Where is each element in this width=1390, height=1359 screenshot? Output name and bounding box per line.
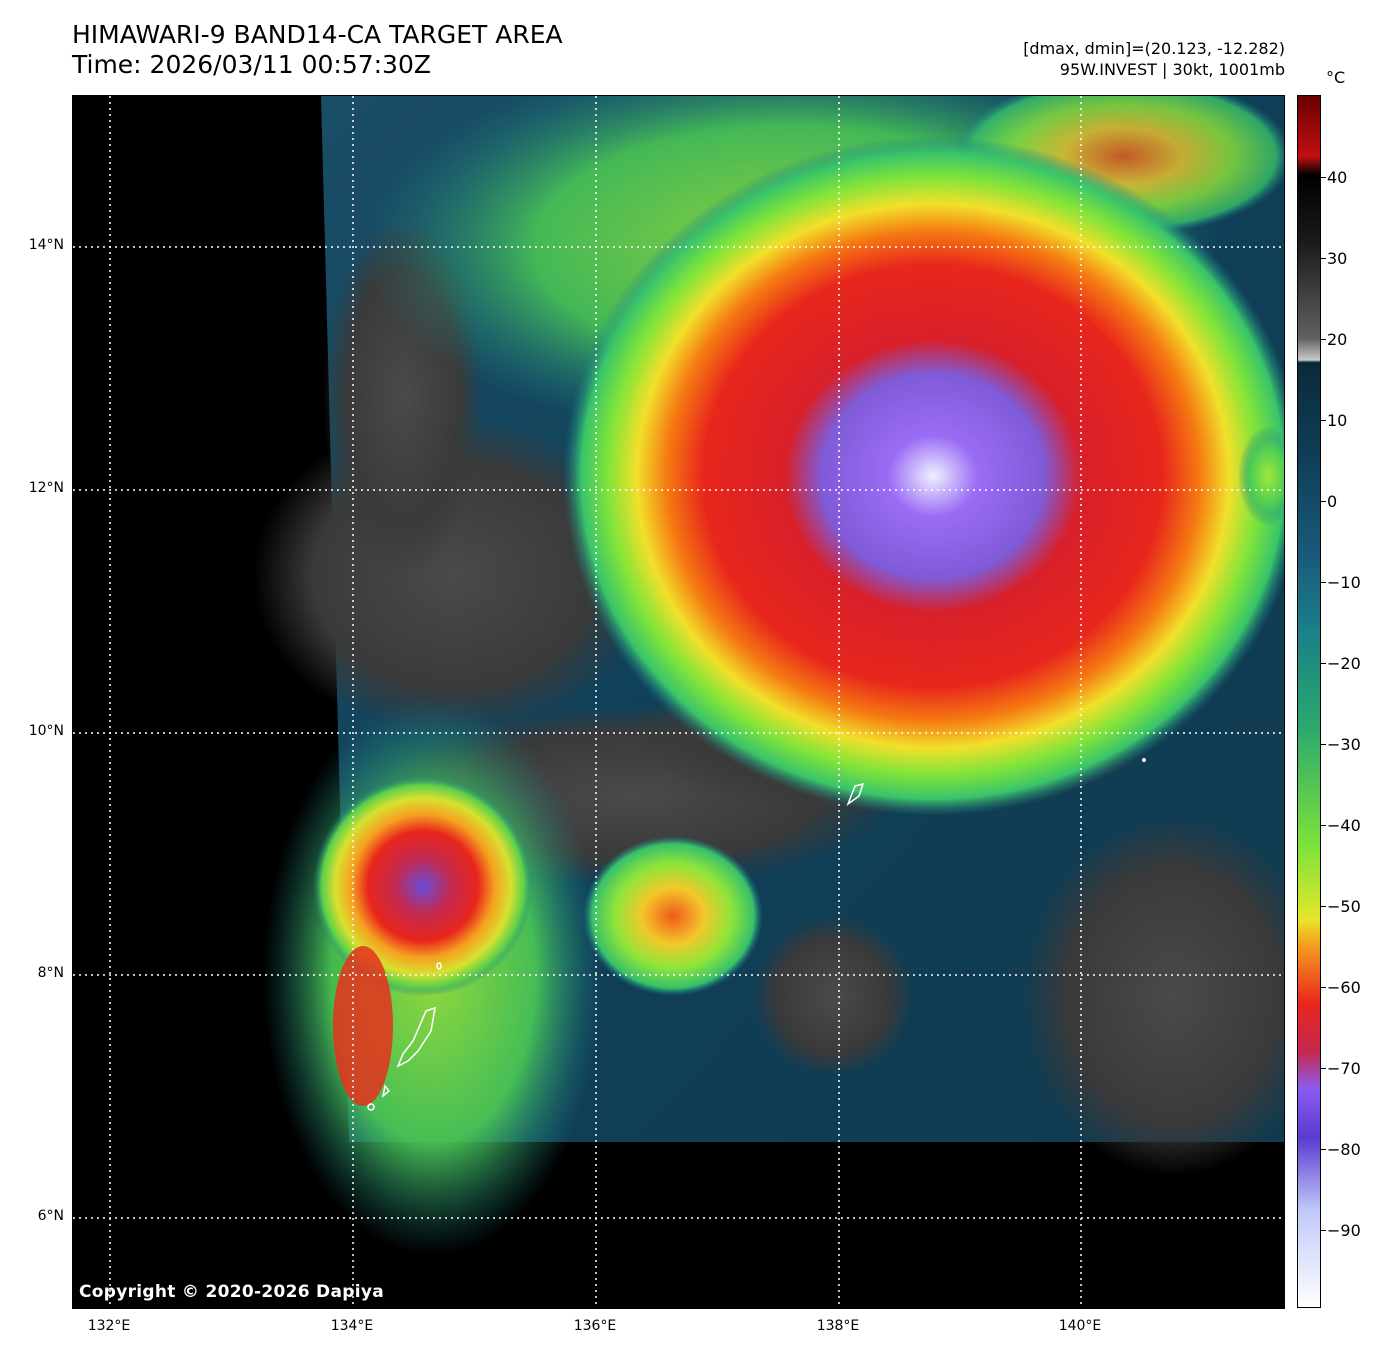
satellite-imagery xyxy=(73,96,1284,1308)
lon-label-134e: 134°E xyxy=(330,1318,374,1334)
colorbar-tickmark xyxy=(1321,501,1326,502)
lon-label-136e: 136°E xyxy=(573,1318,617,1334)
colorbar-tick-minus10: −10 xyxy=(1327,573,1361,592)
graticule xyxy=(73,96,1284,1308)
lat-label-12n: 12°N xyxy=(28,480,64,496)
colorbar-tickmark xyxy=(1321,177,1326,178)
colorbar-unit: °C xyxy=(1326,68,1346,87)
lon-label-132e: 132°E xyxy=(87,1318,131,1334)
convection-cell xyxy=(333,946,393,1106)
convection-cell xyxy=(313,776,533,996)
colorbar-tick-minus80: −80 xyxy=(1327,1140,1361,1159)
colorbar-tickmark xyxy=(1321,339,1326,340)
title-line-1: HIMAWARI-9 BAND14-CA TARGET AREA xyxy=(72,20,563,49)
colorbar-tick-minus70: −70 xyxy=(1327,1059,1361,1078)
colorbar-tickmark xyxy=(1321,987,1326,988)
coastline-island xyxy=(436,962,442,970)
colorbar-tick-minus40: −40 xyxy=(1327,816,1361,835)
colorbar-tick-20: 20 xyxy=(1327,330,1348,349)
title-line-2: Time: 2026/03/11 00:57:30Z xyxy=(72,50,431,79)
colorbar-tickmark xyxy=(1321,1230,1326,1231)
colorbar-tickmark xyxy=(1321,906,1326,907)
lat-label-10n: 10°N xyxy=(28,723,64,739)
lat-label-6n: 6°N xyxy=(37,1208,64,1224)
gray-cloud-field xyxy=(1023,816,1284,1176)
convection-cell xyxy=(583,836,763,996)
map-subtitle: [dmax, dmin]=(20.123, -12.282) 95W.INVES… xyxy=(1023,38,1285,80)
map-title: HIMAWARI-9 BAND14-CA TARGET AREA Time: 2… xyxy=(72,20,563,80)
coastline-yap xyxy=(846,782,865,807)
lat-label-8n: 8°N xyxy=(37,965,64,981)
convection-cell xyxy=(1238,426,1284,526)
colorbar-tick-40: 40 xyxy=(1327,168,1348,187)
colorbar-tickmark xyxy=(1321,663,1326,664)
colorbar-tick-minus50: −50 xyxy=(1327,897,1361,916)
temperature-colorbar xyxy=(1297,95,1321,1308)
colorbar-tickmark xyxy=(1321,582,1326,583)
coastline-island xyxy=(381,1084,391,1098)
lon-label-140e: 140°E xyxy=(1058,1318,1102,1334)
colorbar-tick-0: 0 xyxy=(1327,492,1338,511)
colorbar-tick-minus20: −20 xyxy=(1327,654,1361,673)
colorbar-tick-minus60: −60 xyxy=(1327,978,1361,997)
storm-95w-convection xyxy=(563,136,1284,816)
colorbar-tickmark xyxy=(1321,1149,1326,1150)
copyright-text: Copyright © 2020-2026 Dapiya xyxy=(79,1282,384,1302)
satellite-map: Copyright © 2020-2026 Dapiya xyxy=(72,95,1285,1309)
coastline-island xyxy=(367,1103,375,1111)
coastline-island xyxy=(1142,758,1146,762)
gray-cloud-field xyxy=(753,916,913,1076)
colorbar-tick-30: 30 xyxy=(1327,249,1348,268)
subtitle-line-2: 95W.INVEST | 30kt, 1001mb xyxy=(1059,60,1285,79)
lon-label-138e: 138°E xyxy=(816,1318,860,1334)
colorbar-tickmark xyxy=(1321,744,1326,745)
subtitle-line-1: [dmax, dmin]=(20.123, -12.282) xyxy=(1023,39,1285,58)
colorbar-tickmark xyxy=(1321,1068,1326,1069)
coastline-palau xyxy=(396,1006,436,1068)
lat-label-14n: 14°N xyxy=(28,237,64,253)
colorbar-tickmark xyxy=(1321,420,1326,421)
colorbar-tick-minus90: −90 xyxy=(1327,1221,1361,1240)
colorbar-tickmark xyxy=(1321,825,1326,826)
colorbar-tickmark xyxy=(1321,258,1326,259)
colorbar-tick-10: 10 xyxy=(1327,411,1348,430)
colorbar-tick-minus30: −30 xyxy=(1327,735,1361,754)
